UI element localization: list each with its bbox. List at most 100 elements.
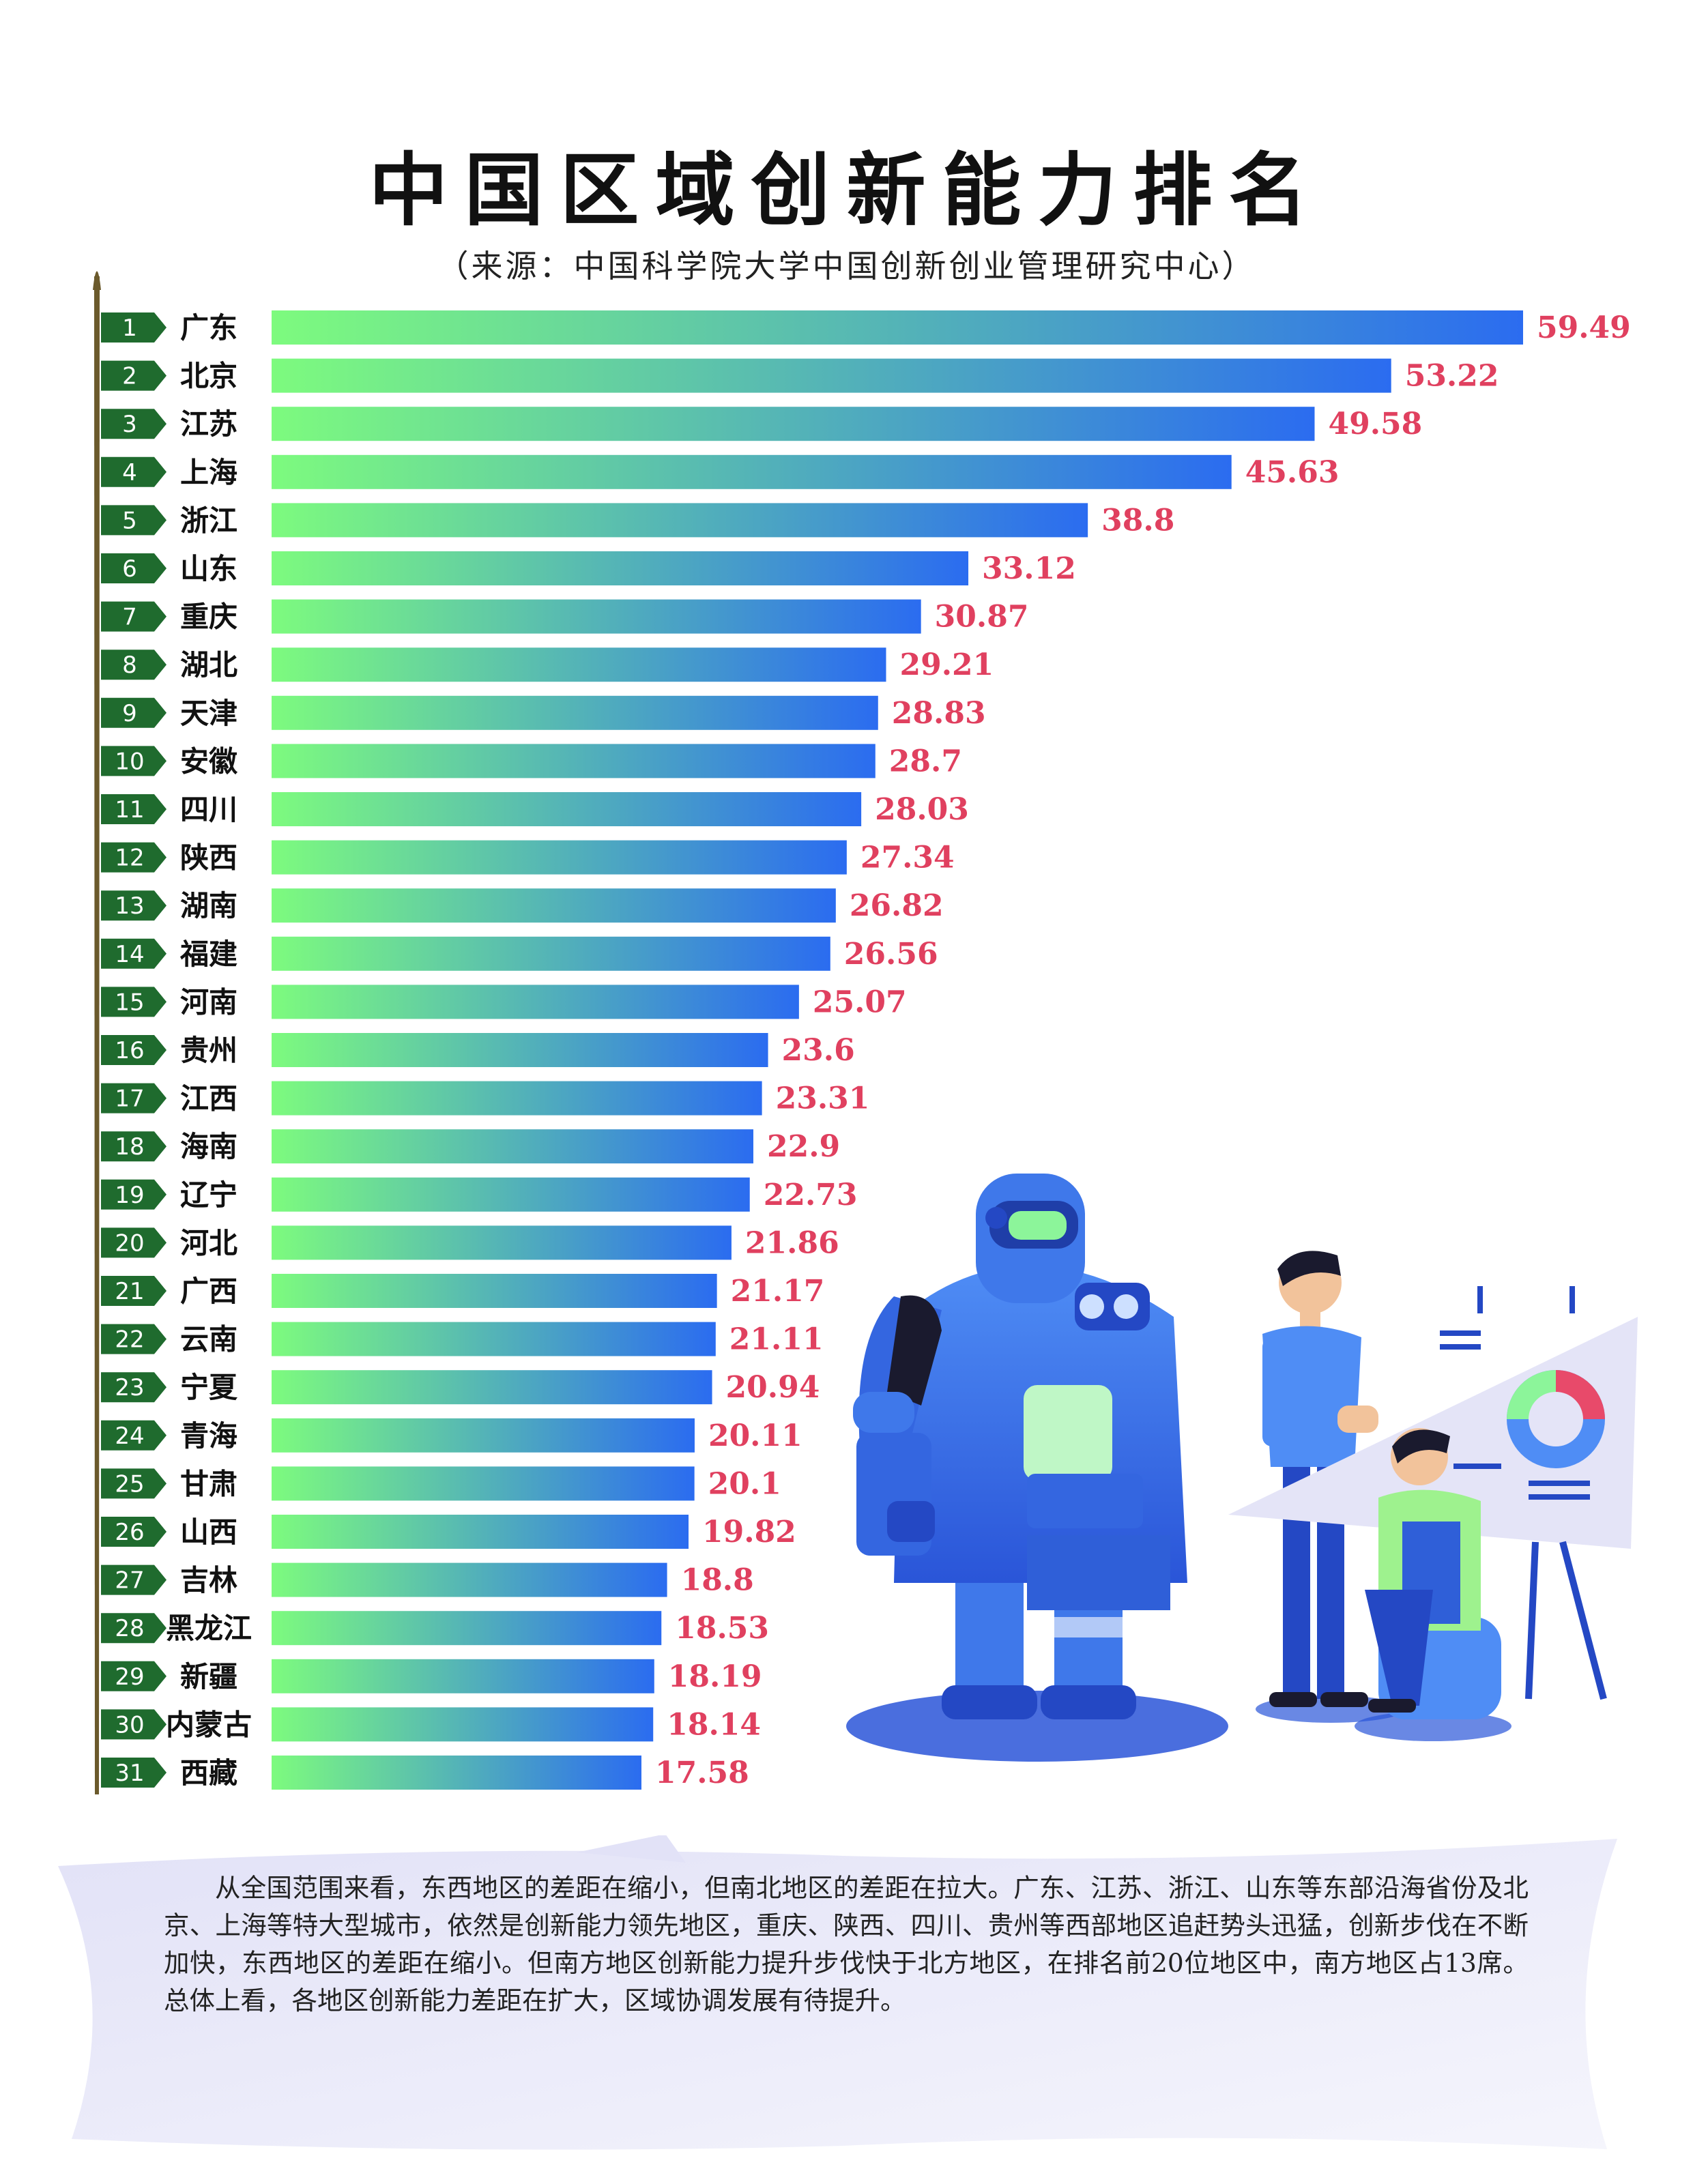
value-label: 21.86	[745, 1225, 839, 1260]
bar	[272, 695, 878, 730]
bar-row: 20 河北 21.86	[101, 1225, 839, 1260]
value-label: 28.7	[889, 744, 962, 778]
category-label: 湖南	[180, 889, 237, 922]
bar-row: 22 云南 21.11	[101, 1322, 824, 1357]
rank-badge	[101, 650, 167, 680]
bar	[272, 1562, 667, 1597]
rank-badge	[101, 360, 167, 391]
rank-label: 19	[115, 1182, 144, 1209]
bar	[272, 647, 886, 682]
rank-badge	[101, 1709, 167, 1740]
rank-label: 22	[115, 1326, 144, 1354]
category-label: 天津	[180, 697, 237, 730]
bar	[272, 1466, 695, 1501]
rank-badge	[101, 1179, 167, 1210]
bar-row: 14 福建 26.56	[101, 936, 938, 972]
category-label: 湖北	[180, 648, 237, 682]
bar	[272, 358, 1391, 393]
rank-badge	[101, 553, 167, 583]
rank-badge	[101, 1613, 167, 1644]
bar	[272, 1611, 662, 1646]
category-label: 河北	[180, 1226, 237, 1260]
rank-label: 31	[115, 1760, 144, 1787]
value-label: 18.8	[681, 1563, 754, 1598]
rank-badge	[101, 1372, 167, 1403]
category-label: 宁夏	[180, 1371, 238, 1404]
rank-label: 20	[115, 1229, 144, 1257]
value-label: 23.31	[776, 1081, 870, 1116]
rank-badge	[101, 890, 167, 921]
rank-badge	[101, 1517, 167, 1547]
category-label: 山西	[180, 1515, 237, 1549]
value-label: 20.94	[726, 1370, 820, 1405]
value-label: 49.58	[1328, 407, 1422, 441]
bar-row: 7 重庆 30.87	[101, 599, 1028, 635]
rank-label: 26	[115, 1519, 144, 1546]
bar-row: 10 安徽 28.7	[101, 744, 962, 778]
category-label: 上海	[180, 456, 237, 489]
rank-badge	[101, 746, 167, 776]
rank-label: 10	[115, 748, 144, 775]
bar-row: 18 海南 22.9	[101, 1129, 840, 1164]
rank-badge	[101, 938, 167, 969]
value-label: 33.12	[982, 551, 1076, 586]
bar-row: 25 甘肃 20.1	[101, 1466, 781, 1501]
rank-label: 7	[122, 604, 137, 631]
category-label: 江苏	[180, 407, 237, 441]
rank-label: 8	[122, 652, 137, 679]
rank-badge	[101, 1227, 167, 1258]
rank-badge	[101, 697, 167, 728]
bar-row: 2 北京 53.22	[101, 358, 1499, 394]
value-label: 59.49	[1537, 310, 1631, 345]
summary-card	[58, 1835, 1617, 2150]
bar	[272, 1081, 762, 1116]
page-title: 中国区域创新能力排名	[368, 145, 1325, 237]
rank-label: 30	[115, 1711, 144, 1738]
bar	[272, 744, 876, 778]
value-label: 28.83	[892, 696, 986, 731]
bar-row: 23 宁夏 20.94	[101, 1370, 820, 1405]
value-label: 53.22	[1405, 359, 1499, 394]
rank-label: 2	[122, 363, 137, 390]
value-label: 21.17	[731, 1274, 825, 1309]
bar-row: 26 山西 19.82	[101, 1515, 796, 1549]
rank-badge	[101, 1035, 167, 1065]
bar	[272, 407, 1315, 441]
bar	[272, 1370, 712, 1405]
rank-label: 5	[122, 507, 137, 534]
bar	[272, 1418, 695, 1453]
category-label: 安徽	[180, 744, 238, 778]
rank-label: 23	[115, 1374, 144, 1401]
category-label: 黑龙江	[166, 1612, 252, 1645]
category-label: 内蒙古	[166, 1708, 252, 1741]
axis-tip	[93, 271, 101, 290]
value-label: 17.58	[655, 1756, 749, 1790]
bar-row: 13 湖南 26.82	[101, 888, 944, 923]
bar	[272, 936, 830, 971]
rank-badge	[101, 1131, 167, 1162]
rank-label: 1	[122, 315, 137, 342]
bar-row: 16 贵州 23.6	[101, 1033, 855, 1068]
bar-row: 31 西藏 17.58	[101, 1756, 749, 1790]
rank-badge	[101, 1468, 167, 1499]
page-subtitle: （来源：中国科学院大学中国创新创业管理研究中心）	[437, 248, 1256, 285]
rank-badge	[101, 505, 167, 536]
bar-row: 9 天津 28.83	[101, 695, 986, 731]
rank-label: 18	[115, 1133, 144, 1161]
value-label: 22.9	[767, 1129, 840, 1164]
rank-badge	[101, 1276, 167, 1306]
value-label: 23.6	[782, 1033, 855, 1068]
bar	[272, 1225, 732, 1260]
value-label: 18.14	[667, 1707, 761, 1742]
bar-row: 6 山东 33.12	[101, 551, 1076, 586]
rank-label: 3	[122, 411, 137, 438]
bar	[272, 985, 799, 1019]
bar-row: 19 辽宁 22.73	[101, 1177, 858, 1212]
bar-row: 15 河南 25.07	[101, 985, 907, 1019]
rank-label: 11	[115, 796, 144, 824]
sitting-man-illustration	[1355, 1428, 1511, 1741]
category-label: 海南	[180, 1130, 237, 1163]
value-label: 29.21	[900, 647, 994, 682]
bar	[272, 1707, 654, 1742]
category-label: 江西	[180, 1082, 237, 1116]
